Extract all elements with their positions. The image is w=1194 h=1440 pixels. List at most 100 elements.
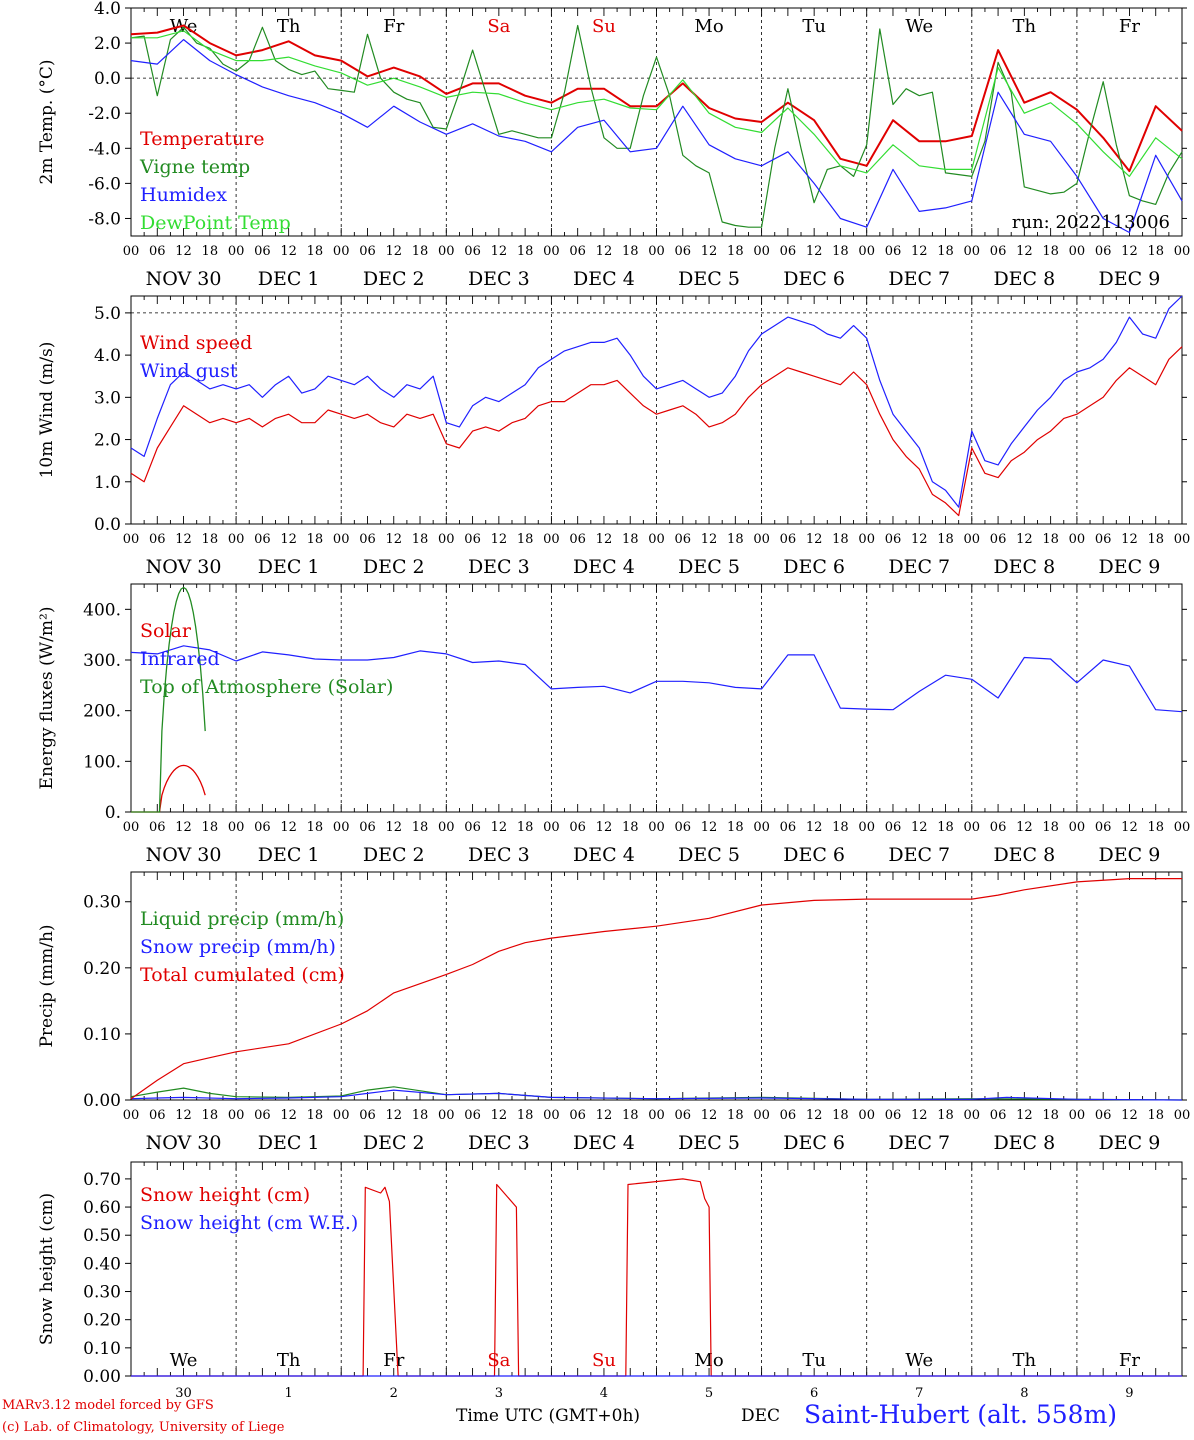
hour-tick-label: 12: [1121, 820, 1138, 835]
hour-tick-label: 00: [1069, 820, 1086, 835]
hour-tick-label: 06: [675, 1108, 692, 1123]
series-snow-precip-mm-h: [130, 1089, 1183, 1101]
hour-tick-label: 06: [464, 244, 481, 259]
weekday-label: Th: [277, 1350, 301, 1371]
series-top-of-atmosphere-solar: [131, 586, 206, 813]
hour-tick-label: 06: [359, 532, 376, 547]
hour-tick-label: 18: [202, 1108, 219, 1123]
hour-tick-label: 00: [333, 820, 350, 835]
hour-tick-label: 18: [412, 1108, 429, 1123]
legend-entry: Temperature: [140, 128, 264, 150]
series-wind-speed: [130, 346, 1183, 517]
day-label: DEC 9: [1099, 556, 1161, 578]
legend-entry: Top of Atmosphere (Solar): [140, 676, 393, 698]
hour-tick-label: 06: [780, 1108, 797, 1123]
hour-tick-label: 18: [307, 532, 324, 547]
hour-tick-label: 06: [675, 820, 692, 835]
day-label: DEC 8: [993, 268, 1055, 290]
day-label: DEC 9: [1099, 844, 1161, 866]
x-axis-label: Time UTC (GMT+0h): [456, 1406, 641, 1426]
weekday-label: We: [905, 16, 933, 37]
series-snow-height-cm: [131, 1178, 1182, 1377]
hour-tick-label: 00: [228, 532, 245, 547]
hour-tick-label: 18: [937, 244, 954, 259]
hour-tick-label: 00: [333, 244, 350, 259]
y-axis-label: 2m Temp. (°C): [37, 59, 57, 184]
y-tick-label: 5.0: [94, 304, 121, 324]
legend-entry: Snow precip (mm/h): [140, 936, 336, 958]
y-tick-label: 4.0: [94, 346, 121, 366]
weekday-label: Sa: [487, 16, 510, 37]
hour-tick-label: 06: [990, 1108, 1007, 1123]
day-label: DEC 2: [363, 556, 425, 578]
y-tick-label: 400.: [83, 600, 121, 620]
y-axis-label: 10m Wind (m/s): [37, 342, 57, 479]
hour-tick-label: 18: [622, 820, 639, 835]
weekday-label: Fr: [383, 16, 404, 37]
day-label: DEC 9: [1099, 268, 1161, 290]
y-tick-label: 0.0: [94, 69, 121, 89]
hour-tick-label: 00: [753, 820, 770, 835]
series-dewpoint-temp: [131, 30, 1183, 177]
y-tick-label: -2.0: [88, 104, 121, 124]
hour-tick-label: 06: [885, 532, 902, 547]
y-tick-label: 100.: [83, 752, 121, 772]
legend-entry: Wind speed: [140, 332, 252, 354]
day-label: DEC 3: [468, 844, 530, 866]
hour-tick-label: 00: [228, 820, 245, 835]
weekday-label: We: [905, 1350, 933, 1371]
hour-tick-label: 12: [175, 532, 192, 547]
hour-tick-label: 06: [675, 244, 692, 259]
hour-tick-label: 18: [202, 820, 219, 835]
month-label: DEC: [741, 1406, 781, 1426]
hour-tick-label: 00: [333, 532, 350, 547]
hour-tick-label: 18: [832, 820, 849, 835]
hour-tick-label: 06: [885, 820, 902, 835]
hour-tick-label: 12: [806, 820, 823, 835]
series-solar: [131, 764, 206, 813]
legend-entry: DewPoint Temp: [140, 212, 291, 234]
hour-tick-label: 12: [1121, 244, 1138, 259]
hour-tick-label: 06: [990, 532, 1007, 547]
day-number-label: 7: [915, 1386, 923, 1400]
y-tick-label: -6.0: [88, 174, 121, 194]
hour-tick-label: 12: [1016, 244, 1033, 259]
day-label: DEC 8: [993, 556, 1055, 578]
hour-tick-label: 12: [596, 820, 613, 835]
hour-tick-label: 06: [149, 820, 166, 835]
hour-tick-label: 18: [622, 244, 639, 259]
hour-tick-label: 12: [806, 532, 823, 547]
hour-tick-label: 12: [806, 244, 823, 259]
hour-tick-label: 18: [202, 532, 219, 547]
hour-tick-label: 18: [937, 532, 954, 547]
hour-tick-label: 12: [596, 1108, 613, 1123]
hour-tick-label: 00: [1069, 532, 1086, 547]
y-tick-label: 0.40: [83, 1254, 121, 1274]
y-axis-label: Precip (mm/h): [37, 924, 57, 1047]
hour-tick-label: 18: [517, 820, 534, 835]
hour-tick-label: 00: [123, 1108, 140, 1123]
y-tick-label: 0.20: [83, 959, 121, 979]
hour-tick-label: 12: [280, 532, 297, 547]
y-tick-label: 3.0: [94, 388, 121, 408]
hour-tick-label: 06: [1095, 1108, 1112, 1123]
hour-tick-label: 06: [675, 532, 692, 547]
day-label: DEC 3: [468, 1132, 530, 1154]
day-number-label: 4: [600, 1386, 608, 1400]
y-tick-label: 2.0: [94, 431, 121, 451]
hour-tick-label: 00: [753, 1108, 770, 1123]
hour-tick-label: 06: [780, 820, 797, 835]
day-number-label: 9: [1125, 1386, 1133, 1400]
hour-tick-label: 18: [1042, 244, 1059, 259]
y-tick-label: -4.0: [88, 139, 121, 159]
hour-tick-label: 06: [464, 820, 481, 835]
hour-tick-label: 00: [543, 820, 560, 835]
hour-tick-label: 00: [1174, 1108, 1191, 1123]
hour-tick-label: 12: [806, 1108, 823, 1123]
hour-tick-label: 12: [911, 820, 928, 835]
hour-tick-label: 00: [648, 1108, 665, 1123]
hour-tick-label: 06: [464, 1108, 481, 1123]
y-tick-label: 1.0: [94, 473, 121, 493]
y-tick-label: 0.60: [83, 1198, 121, 1218]
y-tick-label: 0.: [105, 803, 121, 823]
